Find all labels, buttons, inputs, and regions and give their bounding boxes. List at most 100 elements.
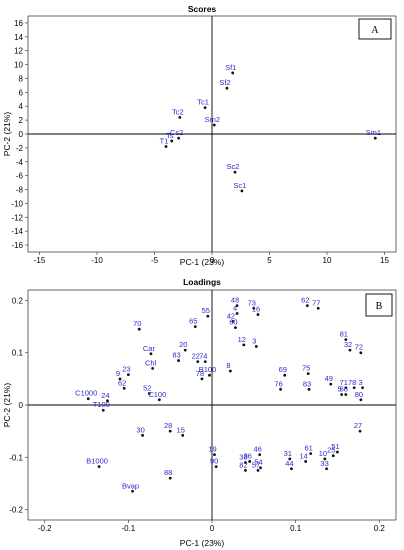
scores-xtick-label: -5: [151, 256, 159, 265]
loadings-point: [122, 386, 126, 390]
loadings-point-label: 20: [179, 340, 187, 349]
loadings-point: [336, 450, 339, 454]
loadings-point: [323, 457, 327, 461]
loadings-point-label: 36: [243, 451, 251, 460]
loadings-point-label: Car: [143, 344, 156, 353]
loadings-point-label: 42: [227, 311, 235, 320]
loadings-point-label: 12: [238, 335, 246, 344]
loadings-point: [254, 345, 258, 348]
loadings-point: [196, 360, 200, 364]
loadings-point-label: 71: [340, 378, 348, 387]
loadings-point-label: 3: [358, 378, 362, 387]
loadings-point: [137, 327, 141, 331]
scores-xtick-label: -10: [91, 256, 103, 265]
loadings-title: Loadings: [183, 277, 221, 287]
loadings-point: [229, 369, 232, 373]
loadings-point: [157, 398, 161, 402]
loadings-point: [177, 359, 180, 362]
loadings-point-label: 65: [189, 317, 197, 326]
loadings-point: [141, 433, 144, 437]
scores-point-label: Sm1: [366, 128, 381, 137]
loadings-point-label: 82: [239, 460, 247, 469]
loadings-point-label: 44: [285, 459, 293, 468]
loadings-point: [325, 467, 328, 471]
scores-ytick-label: -2: [16, 144, 24, 153]
loadings-ytick-label: -0.2: [9, 506, 23, 515]
loadings-xlabel: PC-1 (23%): [180, 538, 225, 548]
scores-ytick-label: 14: [14, 33, 23, 42]
loadings-point: [86, 397, 90, 401]
loadings-point-label: 8: [226, 361, 230, 370]
loadings-point: [359, 351, 363, 355]
loadings-point: [101, 408, 105, 412]
loadings-xtick-label: -0.2: [38, 524, 52, 533]
loadings-point-label: 32: [344, 340, 352, 349]
loadings-point-label: 62: [118, 378, 126, 387]
scores-point: [240, 189, 244, 193]
loadings-point-label: 78: [348, 378, 356, 387]
loadings-point: [203, 360, 207, 364]
loadings-point-label: T100: [93, 400, 110, 409]
loadings-point: [304, 460, 308, 463]
loadings-point-label: 4: [233, 304, 237, 313]
loadings-point-label: 73: [248, 298, 256, 307]
loadings-point: [97, 465, 101, 469]
loadings-point-label: 72: [355, 343, 363, 352]
loadings-point: [344, 393, 348, 396]
scores-ytick-label: 12: [14, 47, 23, 56]
loadings-point-label: 24: [101, 391, 109, 400]
loadings-point: [344, 386, 348, 390]
scores-point: [164, 145, 168, 148]
loadings-point-label: 75: [302, 364, 310, 373]
scores-point: [178, 115, 182, 119]
loadings-point: [213, 453, 216, 457]
loadings-point-label: 81: [340, 330, 348, 339]
scores-point-label: Ts: [166, 131, 174, 140]
loadings-point: [256, 468, 260, 472]
scores-point: [177, 136, 181, 140]
scores-point-label: Sf2: [219, 78, 230, 87]
loadings-point-label: 38: [239, 453, 247, 462]
loadings-point: [214, 465, 218, 469]
loadings-point: [126, 373, 130, 377]
loadings-point: [290, 467, 293, 471]
scores-point: [170, 139, 174, 143]
scores-xlabel: PC-1 (23%): [180, 257, 225, 267]
scores-ytick-label: 6: [19, 88, 24, 97]
scores-ytick-label: 10: [14, 61, 23, 70]
loadings-point: [183, 348, 187, 352]
scores-ytick-label: -14: [11, 227, 23, 236]
loadings-point: [361, 386, 364, 390]
scores-xtick-label: 5: [267, 256, 272, 265]
loadings-point: [288, 457, 292, 461]
loadings-point: [118, 377, 122, 381]
scores-ytick-label: -6: [16, 172, 24, 181]
loadings-point: [234, 326, 237, 330]
loadings-point-label: 51: [331, 442, 339, 451]
loadings-point-label: C1000: [75, 389, 97, 398]
panel-badge-a: [358, 18, 392, 40]
loadings-xtick-label: 0.2: [374, 524, 386, 533]
loadings-point: [309, 452, 313, 456]
panel-badge-b: [365, 293, 393, 317]
loadings-point: [316, 306, 320, 310]
scores-point: [231, 71, 235, 75]
loadings-point-label: 52: [143, 384, 151, 393]
loadings-point: [131, 489, 134, 493]
loadings-point: [231, 319, 235, 323]
loadings-point: [242, 343, 246, 347]
loadings-point-label: 78: [196, 369, 204, 378]
loadings-point: [307, 387, 311, 391]
loadings-point-label: 3: [252, 336, 256, 345]
loadings-point-label: 77: [312, 298, 320, 307]
loadings-point: [151, 367, 155, 370]
loadings-point-label: 28: [164, 421, 172, 430]
scores-ytick-label: -12: [11, 213, 23, 222]
loadings-point-label: 33: [320, 459, 328, 468]
loadings-point: [329, 382, 333, 386]
loadings-ytick-label: 0.2: [12, 296, 24, 305]
scores-xtick-label: 15: [380, 256, 389, 265]
